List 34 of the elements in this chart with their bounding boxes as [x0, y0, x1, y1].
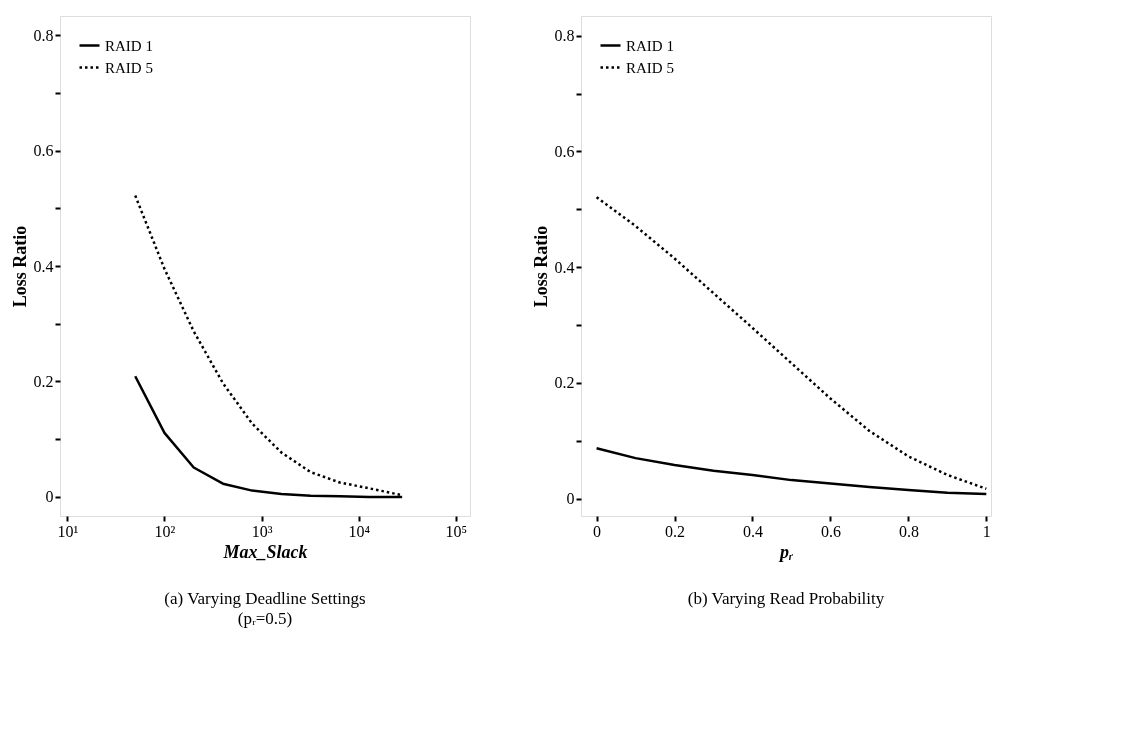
y-tick-label: 0.8	[554, 27, 575, 45]
y-axis-title: Loss Ratio	[9, 225, 30, 308]
x-axis-title: Max_Slack	[222, 541, 308, 562]
x-tick-label: 0.4	[742, 522, 763, 540]
text: (a) Varying Deadline Settings	[164, 589, 366, 608]
legend-label: RAID 1	[105, 37, 153, 54]
line-series	[595, 195, 988, 491]
x-tick-label: 0.8	[898, 522, 919, 540]
x-tick-label: 10²	[154, 522, 176, 540]
y-tick-label: 0.6	[554, 142, 575, 160]
y-axis-title: Loss Ratio	[530, 225, 551, 308]
x-tick-label: 10³	[251, 522, 273, 540]
y-tick-label: 0.8	[33, 26, 54, 44]
y-tick-label: 0.2	[33, 372, 54, 390]
y-tick-label: 0	[45, 488, 54, 506]
x-tick-label: 0	[593, 522, 602, 540]
y-tick-label: 0	[566, 490, 575, 508]
text: (pᵣ=0.5)	[237, 609, 293, 628]
y-tick-label: 0.4	[554, 258, 575, 276]
x-tick-label: 0.2	[665, 522, 686, 540]
legend-label: RAID 5	[626, 59, 674, 76]
x-tick-label: 10⁴	[348, 522, 371, 540]
legend-label: RAID 1	[626, 37, 674, 54]
x-tick-label: 10¹	[57, 522, 79, 540]
y-tick-label: 0.2	[554, 374, 575, 392]
x-tick-label: 0.6	[820, 522, 841, 540]
y-tick-label: 0.6	[33, 142, 54, 160]
x-axis-title: pᵣ	[777, 541, 794, 562]
line-series	[595, 447, 988, 496]
x-tick-label: 10⁵	[445, 522, 468, 540]
legend-label: RAID 5	[105, 59, 153, 76]
y-tick-label: 0.4	[33, 257, 54, 275]
x-tick-label: 1	[982, 522, 991, 540]
text: (b) Varying Read Probability	[687, 589, 885, 608]
